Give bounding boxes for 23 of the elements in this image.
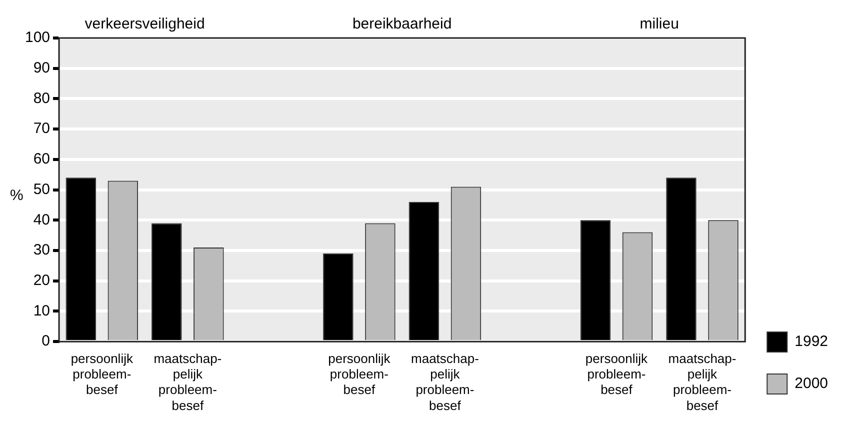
x-tick-label: maatschap- pelijk probleem- besef (668, 350, 736, 413)
y-tick-label: 60 (33, 150, 50, 168)
y-tick-label: 90 (33, 60, 50, 76)
y-tick-label: 80 (33, 90, 50, 107)
x-tick-label: persoonlijk probleem- besef (70, 350, 134, 398)
y-tick-label: 70 (33, 120, 50, 138)
x-tick-label: persoonlijk probleem- besef (585, 350, 648, 398)
legend-label: 2000 (794, 375, 828, 392)
y-tick-label: 30 (33, 242, 50, 259)
x-tick-label: maatschap- pelijk probleem- besef (154, 350, 222, 413)
text: verkeersveiligheid (84, 16, 205, 33)
y-axis-title: % (10, 186, 24, 204)
y-tick-label: 0 (42, 332, 50, 350)
x-tick-label: maatschap- pelijk probleem- besef (411, 350, 479, 413)
text: milieu (640, 16, 679, 33)
legend-label: 1992 (794, 333, 828, 350)
x-tick-label: persoonlijk probleem- besef (328, 350, 391, 398)
y-tick-label: 50 (33, 180, 50, 198)
y-tick-label: 10 (33, 302, 50, 320)
y-tick-label: 20 (33, 272, 50, 290)
y-tick-label: 100 (24, 29, 50, 46)
y-tick-label: 40 (33, 211, 50, 228)
text: bereikbaarheid (352, 16, 452, 33)
